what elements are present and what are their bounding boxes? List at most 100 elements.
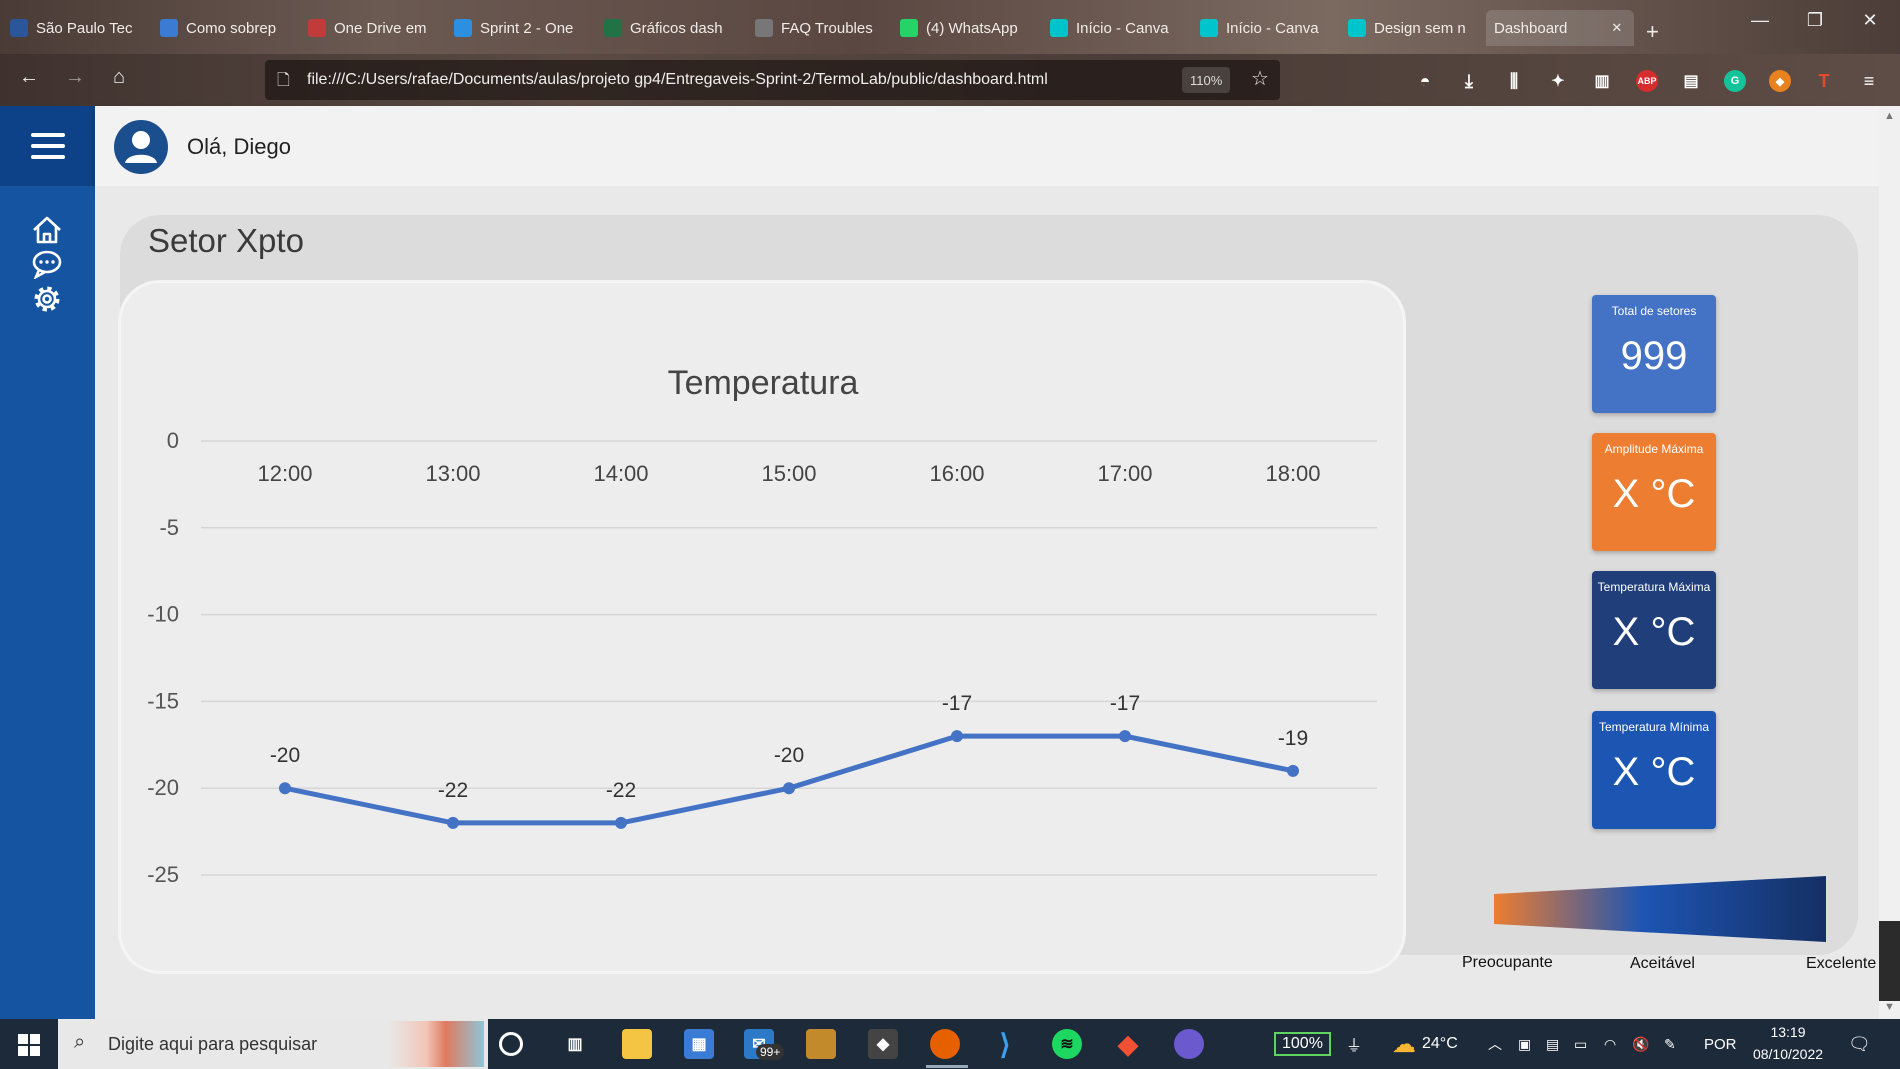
tray-icon-2[interactable]: ▤ [1546, 1035, 1560, 1052]
browser-tab[interactable]: One Drive em [308, 10, 448, 46]
scroll-up-icon[interactable]: ▲ [1884, 110, 1895, 122]
browser-tab[interactable]: Início - Canva [1050, 10, 1190, 46]
clock-date[interactable]: 08/10/2022 [1752, 1046, 1824, 1062]
tab-favicon-icon [308, 19, 326, 37]
data-label: -17 [942, 692, 972, 715]
language-indicator[interactable]: POR [1704, 1035, 1737, 1053]
x-tick-label: 17:00 [1097, 461, 1152, 486]
kpi-card: Temperatura Máxima X °C [1592, 571, 1716, 689]
avatar[interactable] [113, 119, 169, 175]
tray-chevron-icon[interactable]: ︿ [1488, 1036, 1502, 1052]
y-tick-label: -5 [159, 515, 179, 540]
pocket-icon[interactable]: ◓ [1419, 70, 1431, 91]
section-title: Setor Xpto [148, 222, 304, 259]
sidebar-top [0, 106, 95, 186]
cortana-icon[interactable] [499, 1032, 523, 1056]
y-tick-label: -15 [147, 688, 179, 713]
scroll-thumb[interactable] [1879, 921, 1900, 1001]
notifications-icon[interactable]: 🗨 [1848, 1033, 1871, 1054]
home-icon[interactable]: ⌂ [112, 66, 126, 88]
tray-icon[interactable]: ▣ [1518, 1035, 1532, 1052]
pen-icon[interactable]: ✎ [1664, 1035, 1676, 1052]
store-icon[interactable]: ▦ [684, 1029, 714, 1059]
text-icon[interactable]: T [1818, 70, 1830, 91]
mail-badge: 99+ [756, 1044, 785, 1060]
data-label: -22 [438, 779, 468, 802]
reader-icon[interactable]: ▤ [1683, 73, 1699, 90]
battery-icon[interactable]: ▭ [1574, 1035, 1588, 1052]
menu-icon[interactable]: ≡ [1863, 70, 1875, 91]
grammarly-icon[interactable]: G [1724, 70, 1746, 92]
data-label: -22 [606, 779, 636, 802]
browser-tab[interactable]: (4) WhatsApp [900, 10, 1040, 46]
page-icon: 🗋 [277, 72, 290, 89]
sidebar [0, 106, 95, 1019]
hamburger-menu-icon[interactable] [0, 106, 95, 186]
firefox-icon[interactable] [930, 1029, 960, 1059]
discord-icon[interactable] [1174, 1029, 1204, 1059]
data-label: -20 [774, 744, 804, 767]
library-icon[interactable]: ⫼ [1509, 70, 1519, 91]
volume-mute-icon[interactable]: 🔇 [1632, 1035, 1650, 1052]
x-tick-label: 18:00 [1265, 461, 1320, 486]
new-tab-button[interactable]: + [1646, 19, 1659, 44]
restore-icon[interactable]: ❐ [1806, 10, 1824, 30]
data-point [279, 782, 291, 795]
sidebar-chat-icon[interactable] [30, 249, 66, 279]
data-point [447, 816, 459, 829]
forward-icon[interactable]: → [65, 66, 85, 88]
file-explorer-icon[interactable] [622, 1029, 652, 1059]
tab-favicon-icon [1200, 19, 1218, 37]
weather-icon[interactable]: ☁ [1392, 1030, 1416, 1058]
zoom-level[interactable]: 110% [1182, 67, 1231, 93]
x-tick-label: 13:00 [425, 461, 480, 486]
tab-favicon-icon [755, 19, 773, 37]
extension-icon[interactable]: ✦ [1551, 73, 1565, 90]
tab-label: FAQ Troubles [781, 19, 873, 37]
data-point [1119, 730, 1131, 743]
git-icon[interactable]: ◆ [1118, 1028, 1138, 1059]
tab-close-icon[interactable]: ✕ [1611, 20, 1623, 35]
data-point [1287, 764, 1299, 777]
barcode-icon[interactable]: ▥ [1594, 73, 1610, 90]
spotify-icon[interactable]: ≋ [1052, 1029, 1082, 1059]
fox-icon[interactable]: ◆ [1769, 70, 1791, 92]
task-view-icon[interactable]: ▥ [567, 1036, 583, 1053]
url-bar[interactable]: 🗋 file:///C:/Users/rafae/Documents/aulas… [265, 60, 1280, 100]
scroll-down-icon[interactable]: ▼ [1884, 1001, 1895, 1013]
minimize-icon[interactable]: — [1751, 10, 1769, 30]
data-point [783, 782, 795, 795]
vscode-icon[interactable]: ⟩ [999, 1028, 1011, 1060]
browser-tab[interactable]: Como sobrep [160, 10, 300, 46]
window-close-icon[interactable]: ✕ [1862, 10, 1878, 30]
sidebar-home-icon[interactable] [30, 215, 66, 245]
tab-label: São Paulo Tec [36, 19, 133, 37]
windows-start-icon[interactable] [18, 1034, 40, 1056]
browser-tab[interactable]: São Paulo Tec [10, 10, 150, 46]
app-icon[interactable] [806, 1029, 836, 1059]
browser-tab[interactable]: Dashboard ✕ [1486, 10, 1634, 46]
browser-tab[interactable]: Gráficos dash [604, 10, 744, 46]
clock-time[interactable]: 13:19 [1770, 1024, 1806, 1040]
data-label: -19 [1278, 727, 1308, 750]
battery-widget[interactable]: 100% [1274, 1032, 1331, 1056]
taskbar-search-input[interactable]: ⌕ Digite aqui para pesquisar [58, 1019, 488, 1069]
data-point [951, 730, 963, 743]
x-tick-label: 15:00 [761, 461, 816, 486]
browser-tab[interactable]: Início - Canva [1200, 10, 1340, 46]
sidebar-settings-icon[interactable] [30, 283, 66, 315]
wifi-icon[interactable]: ◠ [1604, 1035, 1617, 1052]
back-icon[interactable]: ← [19, 66, 39, 88]
kpi-label: Amplitude Máxima [1604, 442, 1704, 456]
adblock-icon[interactable]: ABP [1636, 70, 1658, 92]
weather-temp[interactable]: 24°C [1422, 1035, 1458, 1052]
download-icon[interactable]: ⤓ [1465, 70, 1473, 91]
inkscape-icon[interactable]: ◆ [868, 1029, 898, 1059]
tab-favicon-icon [604, 19, 622, 37]
kpi-label: Temperatura Máxima [1597, 580, 1711, 594]
browser-tab[interactable]: Design sem n [1348, 10, 1488, 46]
page-scrollbar[interactable]: ▲ ▼ [1879, 106, 1900, 1019]
browser-tab[interactable]: FAQ Troubles [755, 10, 895, 46]
browser-tab[interactable]: Sprint 2 - One [454, 10, 594, 46]
bookmark-star-icon[interactable]: ☆ [1251, 68, 1269, 90]
